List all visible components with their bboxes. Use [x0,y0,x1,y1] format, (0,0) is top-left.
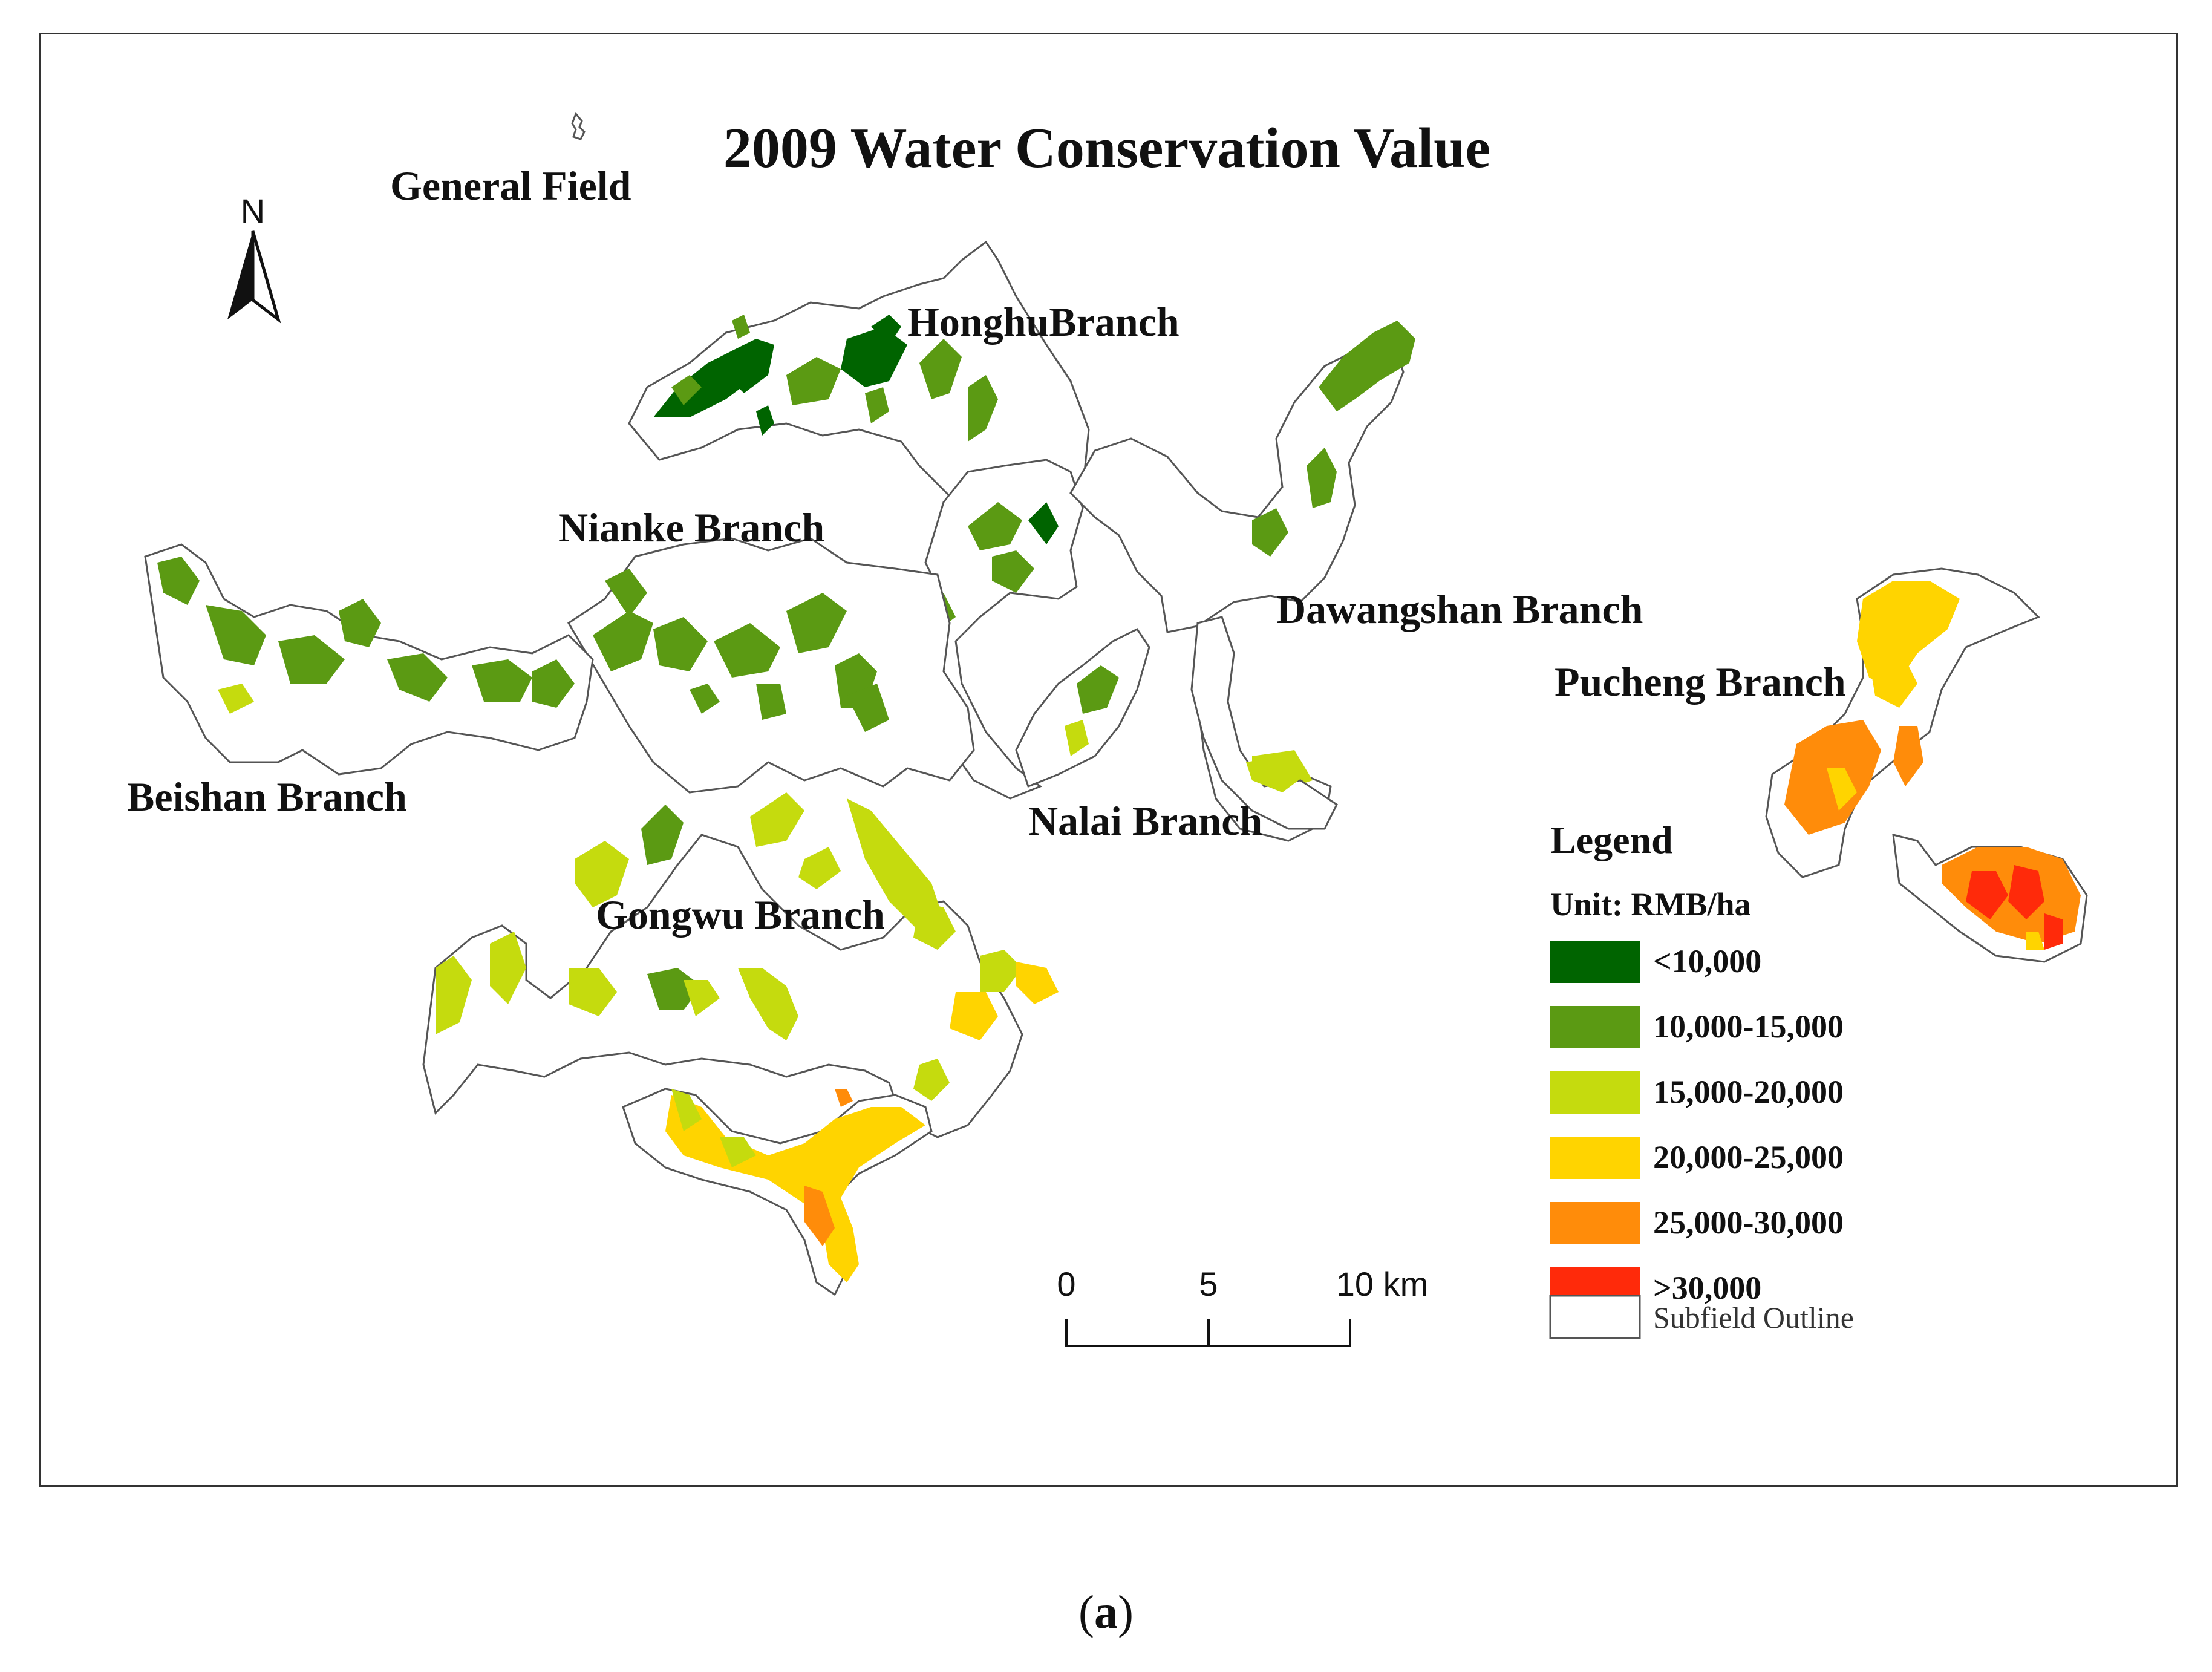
legend-label-6: >30,000 [1653,1270,1761,1306]
general-field-outline [571,112,586,140]
legend-outline-label: Subfield Outline [1653,1301,1854,1334]
legend-label-4: 20,000-25,000 [1653,1139,1844,1175]
label-beishan-branch: Beishan Branch [127,774,407,820]
scale-tick-5: 5 [1199,1265,1218,1303]
legend-swatch-outline [1549,1295,1641,1339]
legend-swatch-1 [1550,941,1640,983]
gongwu-branch-area [422,792,1059,1296]
caption-close: ) [1118,1585,1134,1638]
scale-tick-0: 0 [1057,1265,1075,1303]
legend-swatch-4 [1550,1137,1640,1179]
label-general-field: General Field [390,163,631,209]
legend-swatch-2 [1550,1006,1640,1048]
legend-swatch-3 [1550,1071,1640,1114]
legend-label-1: <10,000 [1653,943,1761,979]
legend-label-2: 10,000-15,000 [1653,1008,1844,1045]
legend-unit: Unit: RMB/ha [1550,886,1751,923]
dawangshan-branch-area [1069,321,1415,633]
north-label: N [241,192,265,230]
nianke-branch-area [567,537,975,794]
north-arrow-icon: N [227,192,281,324]
label-nalai-branch: Nalai Branch [1028,798,1262,844]
legend-label-5: 25,000-30,000 [1653,1204,1844,1241]
scale-tick-10: 10 km [1336,1265,1429,1303]
label-honghu-branch: HonghuBranch [907,299,1179,345]
map-frame [39,33,2178,1487]
honghu-branch-area [628,240,1090,522]
caption-letter: a [1094,1585,1118,1638]
pucheng-branch-area [1765,567,2088,963]
beishan-branch-area [144,543,594,776]
legend-swatch-5 [1550,1202,1640,1244]
legend-label-3: 15,000-20,000 [1653,1074,1844,1110]
dawangshan-lower-area [1190,616,1338,830]
label-gongwu-branch: Gongwu Branch [596,892,885,938]
label-nianke-branch: Nianke Branch [558,505,824,550]
label-pucheng-branch: Pucheng Branch [1555,659,1846,705]
scale-bar: 0 5 10 km [1057,1265,1428,1347]
map-title: 2009 Water Conservation Value [723,117,1490,180]
label-dawangshan-branch: Dawangshan Branch [1276,586,1643,632]
legend: Legend Unit: RMB/ha <10,000 10,000-15,000… [1549,818,1854,1339]
figure-caption: (a) [0,1585,2212,1639]
legend-title: Legend [1550,818,1673,861]
caption-open: ( [1078,1585,1094,1638]
